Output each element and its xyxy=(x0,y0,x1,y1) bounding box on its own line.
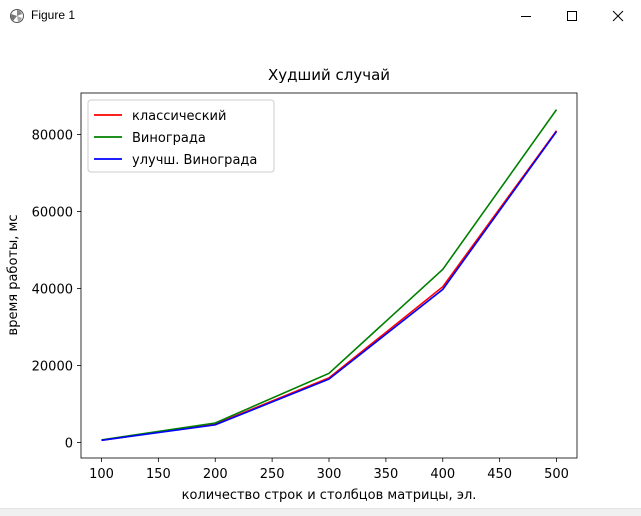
y-tick-label: 60000 xyxy=(32,206,73,221)
chart-legend: классический Винограда улучш. Винограда xyxy=(87,99,275,173)
close-icon xyxy=(612,10,624,21)
series-lines xyxy=(101,109,558,442)
series-line-винограда xyxy=(101,109,558,441)
y-axis-label: время работы, мс xyxy=(6,215,21,336)
maximize-button[interactable] xyxy=(549,0,595,31)
window-title: Figure 1 xyxy=(31,8,76,22)
x-axis-ticks: 100 150 200 250 300 350 400 450 500 xyxy=(89,458,569,482)
x-axis-label: количество строк и столбцов матрицы, эл. xyxy=(182,488,477,503)
x-tick-label: 400 xyxy=(430,467,455,482)
x-tick-label: 350 xyxy=(373,467,398,482)
legend-box xyxy=(87,99,275,173)
minimize-button[interactable] xyxy=(503,0,549,31)
x-tick-label: 200 xyxy=(203,467,228,482)
minimize-icon xyxy=(521,15,531,17)
figure-canvas: Худший случай 100 150 200 250 300 350 400 450 50… xyxy=(0,31,641,508)
y-tick-label: 40000 xyxy=(32,283,73,298)
y-tick-label: 80000 xyxy=(32,129,73,144)
x-tick-label: 450 xyxy=(487,467,512,482)
x-tick-label: 300 xyxy=(317,467,342,482)
close-button[interactable] xyxy=(595,0,641,31)
x-tick-label: 500 xyxy=(544,467,569,482)
x-tick-label: 250 xyxy=(260,467,285,482)
window-titlebar: Figure 1 xyxy=(0,0,641,31)
legend-label: классический xyxy=(132,109,226,124)
x-tick-label: 150 xyxy=(146,467,171,482)
maximize-icon xyxy=(567,10,577,21)
chart-title: Худший случай xyxy=(268,66,390,84)
y-tick-label: 0 xyxy=(65,437,73,452)
line-chart: Худший случай 100 150 200 250 300 350 400 450 50… xyxy=(6,66,578,503)
x-tick-label: 100 xyxy=(89,467,114,482)
y-axis-ticks: 0 20000 40000 60000 80000 xyxy=(32,129,81,452)
status-bar xyxy=(0,508,641,516)
legend-label: улучш. Винограда xyxy=(132,153,257,168)
matplotlib-icon xyxy=(9,8,25,24)
y-tick-label: 20000 xyxy=(32,360,73,375)
series-line-улучш-винограда xyxy=(101,131,558,442)
legend-label: Винограда xyxy=(132,131,206,146)
